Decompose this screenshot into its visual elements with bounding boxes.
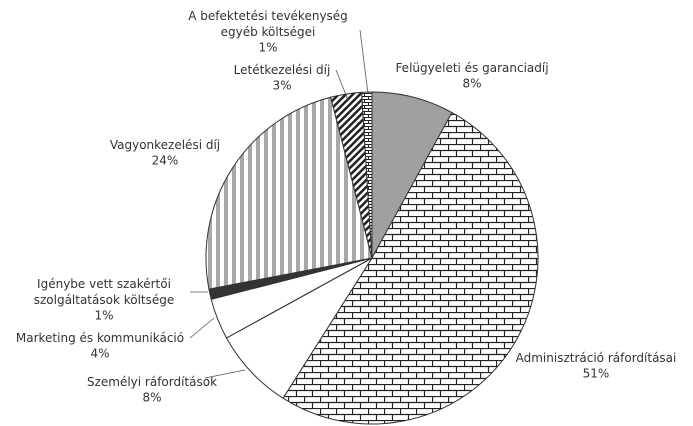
- label-line: Letétkezelési díj: [234, 63, 331, 77]
- slice-label: Személyi ráfordítások: [87, 375, 217, 389]
- leader-line: [335, 69, 349, 101]
- leader-line: [359, 29, 369, 95]
- leader-line: [189, 317, 215, 339]
- leader-line: [204, 369, 246, 379]
- pie-slice: [282, 111, 539, 425]
- slice-label: Adminisztráció ráfordításai: [516, 351, 677, 365]
- value-label: 1%: [94, 309, 113, 323]
- slice-label: Marketing és kommunikáció: [16, 331, 184, 345]
- slice-label: Vagyonkezelési díj: [110, 138, 220, 152]
- label-line: egyéb költségei: [221, 25, 316, 39]
- label-line: Adminisztráció ráfordításai: [516, 351, 677, 365]
- value-label: 24%: [152, 154, 179, 168]
- label-line: A befektetési tevékenység: [188, 9, 348, 23]
- pie-slice: [361, 91, 373, 259]
- label-line: Igénybe vett szakértői: [37, 277, 171, 291]
- slice-label: A befektetési tevékenység egyéb költségei: [188, 9, 348, 39]
- slice-label: Igénybe vett szakértői szolgáltatások köl…: [34, 277, 175, 307]
- label-line: szolgáltatások költsége: [34, 293, 175, 307]
- value-label: 51%: [583, 367, 610, 381]
- value-label: 8%: [142, 391, 161, 405]
- slice-label: Felügyeleti és garanciadíj: [395, 61, 548, 75]
- pie-slice: [205, 96, 373, 290]
- value-label: 4%: [90, 347, 109, 361]
- slice-label: Letétkezelési díj: [234, 63, 331, 77]
- value-label: 1%: [258, 41, 277, 55]
- value-label: 8%: [462, 77, 481, 91]
- value-label: 3%: [272, 79, 291, 93]
- label-line: Marketing és kommunikáció: [16, 331, 184, 345]
- label-line: Felügyeleti és garanciadíj: [395, 61, 548, 75]
- label-line: Vagyonkezelési díj: [110, 138, 220, 152]
- label-line: Személyi ráfordítások: [87, 375, 217, 389]
